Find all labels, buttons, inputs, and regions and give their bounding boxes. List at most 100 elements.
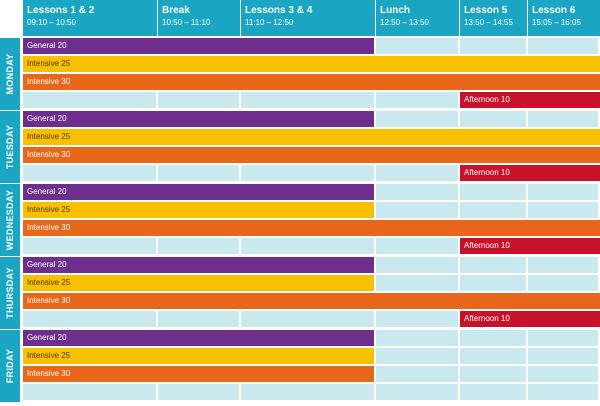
empty-slot xyxy=(23,311,156,327)
header-cell-break: Break 10:50 – 11:10 xyxy=(158,0,241,36)
day-name: WEDNESDAY xyxy=(5,189,15,251)
empty-slot xyxy=(528,384,598,400)
header-divider xyxy=(157,0,158,36)
empty-slot xyxy=(376,384,458,400)
column-time: 09:10 – 10:50 xyxy=(27,18,76,27)
empty-slot xyxy=(376,111,458,127)
header-cell-lesson-5: Lesson 5 13:50 – 14:55 xyxy=(460,0,528,36)
course-bar-general-20: General 20 xyxy=(23,330,374,346)
empty-slot xyxy=(528,202,598,218)
empty-slot xyxy=(460,366,526,382)
empty-slot xyxy=(376,92,458,108)
day-block-tuesday: TUESDAY General 20 Intensive 25 Intensive 3… xyxy=(0,111,600,184)
empty-slot xyxy=(528,366,598,382)
header-cell-lessons-1-2: Lessons 1 & 2 09:10 – 10:50 xyxy=(23,0,158,36)
empty-slot xyxy=(460,348,526,364)
empty-slot xyxy=(241,92,374,108)
empty-slot xyxy=(158,92,239,108)
column-title: Lesson 6 xyxy=(532,5,576,16)
course-bar-intensive-25: Intensive 25 xyxy=(23,56,600,72)
header-divider xyxy=(240,0,241,36)
empty-slot xyxy=(528,184,598,200)
column-title: Lesson 5 xyxy=(464,5,508,16)
course-bar-intensive-25: Intensive 25 xyxy=(23,129,600,145)
empty-slot xyxy=(460,330,526,346)
empty-slot xyxy=(158,384,239,400)
empty-slot xyxy=(528,257,598,273)
day-block-thursday: THURSDAY General 20 Intensive 25 Intensive … xyxy=(0,257,600,330)
empty-slot xyxy=(241,165,374,181)
course-bar-afternoon-10: Afternoon 10 xyxy=(460,92,600,108)
day-name: TUESDAY xyxy=(5,124,15,170)
empty-slot xyxy=(158,238,239,254)
day-label: WEDNESDAY xyxy=(0,184,20,256)
course-bar-intensive-30: Intensive 30 xyxy=(23,293,600,309)
course-bar-general-20: General 20 xyxy=(23,184,374,200)
day-label: FRIDAY xyxy=(0,330,20,402)
course-bar-intensive-30: Intensive 30 xyxy=(23,220,600,236)
empty-slot xyxy=(460,275,526,291)
empty-slot xyxy=(528,330,598,346)
empty-slot xyxy=(241,311,374,327)
day-label: THURSDAY xyxy=(0,257,20,329)
empty-slot xyxy=(23,384,156,400)
empty-slot xyxy=(376,165,458,181)
course-bar-intensive-30: Intensive 30 xyxy=(23,74,600,90)
course-bar-general-20: General 20 xyxy=(23,257,374,273)
column-title: Lunch xyxy=(380,5,410,16)
empty-slot xyxy=(528,348,598,364)
column-title: Lessons 3 & 4 xyxy=(245,5,313,16)
day-label: TUESDAY xyxy=(0,111,20,183)
header-divider xyxy=(527,0,528,36)
column-title: Lessons 1 & 2 xyxy=(27,5,95,16)
header-divider xyxy=(459,0,460,36)
header-divider xyxy=(375,0,376,36)
column-time: 11:10 – 12:50 xyxy=(245,18,294,27)
empty-slot xyxy=(460,202,526,218)
empty-slot xyxy=(528,111,598,127)
course-bar-general-20: General 20 xyxy=(23,111,374,127)
day-block-friday: FRIDAY General 20 Intensive 25 Intensive 30 xyxy=(0,330,600,403)
column-title: Break xyxy=(162,5,190,16)
empty-slot xyxy=(158,165,239,181)
empty-slot xyxy=(241,384,374,400)
day-label: MONDAY xyxy=(0,38,20,110)
timetable-header: Lessons 1 & 2 09:10 – 10:50 Break 10:50 – 1… xyxy=(23,0,600,36)
course-bar-afternoon-10: Afternoon 10 xyxy=(460,165,600,181)
empty-slot xyxy=(376,38,458,54)
day-block-wednesday: WEDNESDAY General 20 Intensive 25 Intensive… xyxy=(0,184,600,257)
empty-slot xyxy=(23,92,156,108)
empty-slot xyxy=(376,311,458,327)
empty-slot xyxy=(376,238,458,254)
empty-slot xyxy=(528,38,598,54)
column-time: 15:05 – 16:05 xyxy=(532,18,581,27)
empty-slot xyxy=(23,165,156,181)
empty-slot xyxy=(460,384,526,400)
column-time: 13:50 – 14:55 xyxy=(464,18,513,27)
empty-slot xyxy=(376,202,458,218)
header-cell-lesson-6: Lesson 6 15:05 – 16:05 xyxy=(528,0,600,36)
day-block-monday: MONDAY General 20 Intensive 25 Intensive 30… xyxy=(0,38,600,111)
day-name: FRIDAY xyxy=(5,348,15,384)
empty-slot xyxy=(376,366,458,382)
header-cell-lessons-3-4: Lessons 3 & 4 11:10 – 12:50 xyxy=(241,0,376,36)
empty-slot xyxy=(460,184,526,200)
header-cell-lunch: Lunch 12:50 – 13:50 xyxy=(376,0,460,36)
empty-slot xyxy=(460,257,526,273)
empty-slot xyxy=(528,275,598,291)
course-bar-intensive-30: Intensive 30 xyxy=(23,366,374,382)
empty-slot xyxy=(460,38,526,54)
course-bar-intensive-25: Intensive 25 xyxy=(23,348,374,364)
empty-slot xyxy=(376,275,458,291)
day-name: THURSDAY xyxy=(5,267,15,319)
empty-slot xyxy=(241,238,374,254)
empty-slot xyxy=(376,330,458,346)
empty-slot xyxy=(376,257,458,273)
course-bar-afternoon-10: Afternoon 10 xyxy=(460,311,600,327)
course-bar-intensive-25: Intensive 25 xyxy=(23,275,374,291)
empty-slot xyxy=(460,111,526,127)
day-name: MONDAY xyxy=(5,53,15,95)
course-bar-general-20: General 20 xyxy=(23,38,374,54)
course-bar-intensive-30: Intensive 30 xyxy=(23,147,600,163)
